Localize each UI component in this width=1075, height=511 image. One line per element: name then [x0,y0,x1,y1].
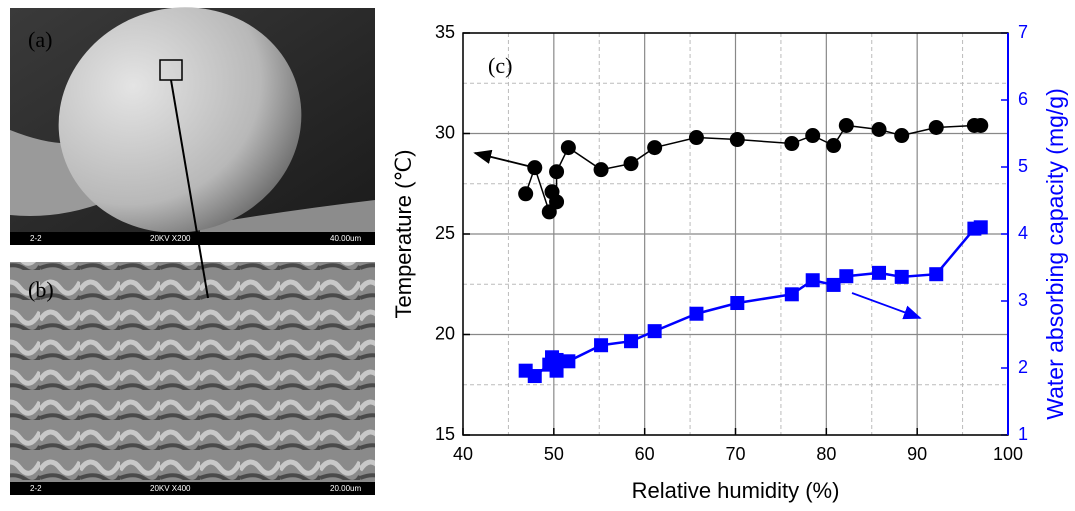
point [689,306,704,321]
panel-label: (b) [28,277,54,302]
x-tick-label: 100 [993,444,1023,464]
y2-tick-label: 6 [1018,89,1028,109]
y-tick-label: 35 [435,22,455,42]
y-tick-label: 15 [435,424,455,444]
zoom-line [170,79,209,299]
point [838,117,854,133]
point [784,287,799,302]
x-tick-label: 50 [544,444,564,464]
image-info: 40.00um [330,234,361,243]
point [594,338,609,353]
y-tick-label: 30 [435,122,455,142]
point [730,296,745,311]
y-tick-label: 25 [435,223,455,243]
x-tick-label: 40 [453,444,473,464]
image-info: 2-2 [30,484,42,493]
y2-tick-label: 4 [1018,223,1028,243]
point [593,162,609,178]
point [527,369,542,384]
image-info: 20KV X400 [150,484,191,493]
point [688,130,704,146]
x-tick-label: 80 [816,444,836,464]
point [872,265,887,280]
y2-tick-label: 7 [1018,22,1028,42]
point [894,128,910,144]
panel-label: (a) [28,27,52,52]
point [729,132,745,148]
y-tick-label: 20 [435,323,455,343]
point [928,119,944,135]
point [549,164,565,180]
arrow [473,149,529,167]
y-axis-title: Temperature (℃) [391,150,416,319]
image-info: 20.00um [330,484,361,493]
point [805,273,820,288]
series-line [525,226,982,378]
point [518,186,534,202]
arrow [851,292,922,320]
point [894,269,909,284]
point [624,334,639,349]
y2-tick-label: 3 [1018,290,1028,310]
sem-image-a [10,7,375,245]
point [929,267,944,282]
point [805,128,821,144]
point [647,140,663,156]
x-axis-title: Relative humidity (%) [632,478,840,503]
point [549,363,564,378]
y2-axis-title: Water absorbing capacity (mg/g) [1042,88,1068,420]
point [560,140,576,156]
x-tick-label: 90 [907,444,927,464]
point [839,269,854,284]
x-tick-label: 70 [725,444,745,464]
point [647,324,662,339]
point [826,277,841,292]
x-tick-label: 60 [635,444,655,464]
point [623,156,639,172]
y2-tick-label: 1 [1018,424,1028,444]
point [527,160,543,176]
point [871,121,887,137]
point [973,117,989,133]
annotation: (c) [488,53,512,78]
y2-tick-label: 2 [1018,357,1028,377]
point [826,138,842,154]
point [784,136,800,152]
sem-image-b [10,262,375,495]
image-info: 2-2 [30,234,42,243]
y2-tick-label: 5 [1018,156,1028,176]
point [561,354,576,369]
point [549,352,564,367]
image-info: 20KV X200 [150,234,191,243]
point [549,194,565,210]
point [973,220,988,235]
